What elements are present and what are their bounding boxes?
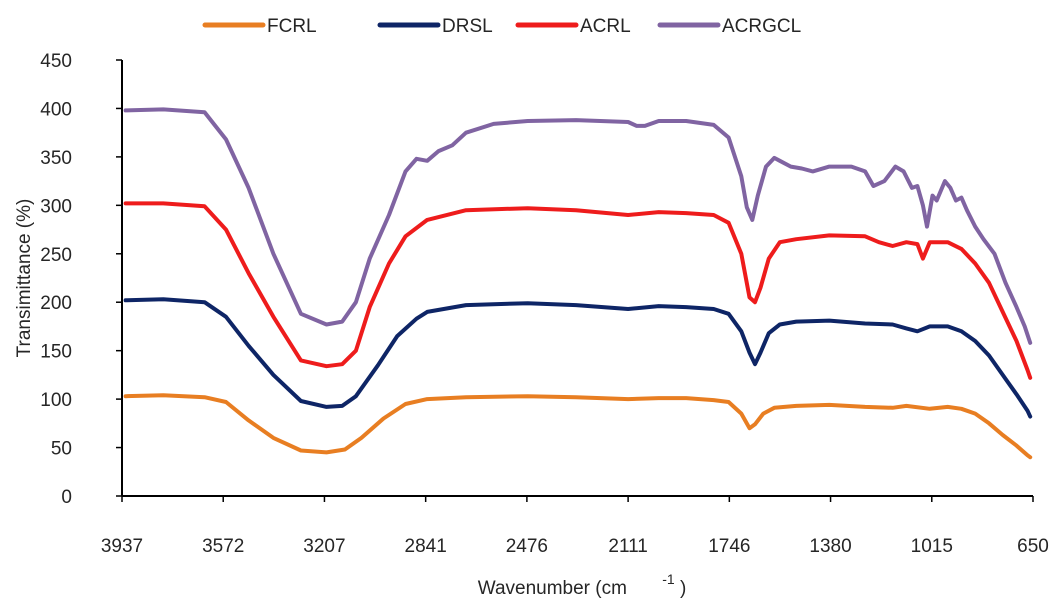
- y-tick-label: 300: [40, 196, 72, 217]
- x-axis-title-superscript: -1: [662, 571, 675, 587]
- y-tick-label: 400: [40, 99, 72, 120]
- x-tick-label: 2111: [608, 536, 647, 557]
- y-tick-label: 0: [61, 487, 72, 508]
- x-tick-label: 2476: [506, 536, 548, 557]
- y-tick-label: 350: [40, 148, 72, 169]
- series-line-fcrl: [123, 393, 1033, 460]
- x-tick-label: 1380: [809, 536, 851, 557]
- y-tick-label: 450: [40, 51, 72, 72]
- legend: FCRL DRSL ACRL ACRGCL: [202, 16, 801, 37]
- series-line-drsl: [123, 297, 1033, 419]
- y-axis-title: Transimittance (%): [14, 199, 35, 358]
- x-axis-title: Wavenumber (cm -1 ): [478, 568, 687, 599]
- legend-label-acrgcl: ACRGCL: [722, 16, 801, 37]
- x-tick-label: 3572: [202, 536, 244, 557]
- x-axis-ticks: 3937 3572 3207 2841 2476 2111 1746 1380 1015 650: [101, 496, 1049, 557]
- series-line-acrgcl: [123, 107, 1033, 345]
- x-tick-label: 3207: [303, 536, 345, 557]
- x-tick-label: 1015: [911, 536, 953, 557]
- legend-label-acrl: ACRL: [580, 16, 631, 37]
- x-axis-title-main: Wavenumber (cm: [478, 578, 627, 599]
- legend-label-drsl: DRSL: [442, 16, 493, 37]
- y-tick-label: 250: [40, 245, 72, 266]
- y-tick-label: 200: [40, 293, 72, 314]
- series-layer: [123, 107, 1033, 460]
- x-tick-label: 3937: [101, 536, 143, 557]
- x-tick-label: 2841: [405, 536, 447, 557]
- y-tick-label: 150: [40, 342, 72, 363]
- y-axis-ticks: 0 50 100 150 200 250 300 350 400 450: [40, 51, 122, 508]
- x-tick-label: 1746: [708, 536, 750, 557]
- y-tick-label: 50: [51, 439, 72, 460]
- legend-label-fcrl: FCRL: [267, 16, 317, 37]
- x-axis-title-close: ): [680, 578, 686, 599]
- y-tick-label: 100: [40, 390, 72, 411]
- x-tick-label: 650: [1017, 536, 1049, 557]
- series-line-acrl: [123, 201, 1033, 380]
